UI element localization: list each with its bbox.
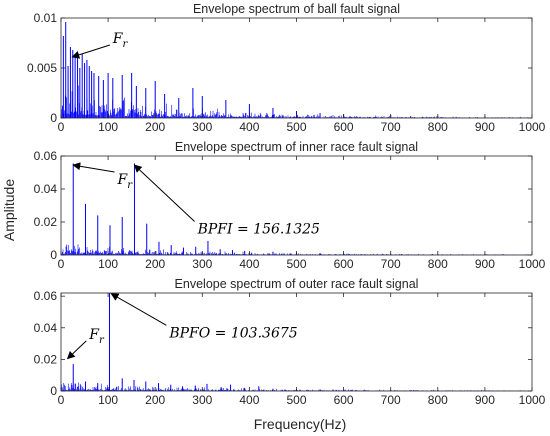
annotation-label: Fr [88, 327, 105, 346]
x-tick-label: 1000 [519, 393, 546, 407]
x-tick-label: 700 [381, 257, 401, 271]
x-tick-label: 1000 [519, 257, 546, 271]
x-tick-label: 200 [145, 257, 165, 271]
y-tick-label: 0 [50, 111, 57, 125]
chart-panel-2: Envelope spectrum of inner race fault si… [34, 140, 546, 271]
x-tick-label: 0 [58, 120, 65, 134]
annotation-arrow [72, 162, 115, 173]
chart-title: Envelope spectrum of inner race fault si… [175, 140, 418, 154]
x-tick-label: 300 [192, 120, 212, 134]
x-tick-label: 100 [98, 120, 118, 134]
x-tick-label: 900 [475, 257, 495, 271]
annotation-subscript: r [127, 180, 133, 191]
axes-box [60, 292, 533, 392]
x-tick-label: 700 [381, 393, 401, 407]
x-tick-label: 700 [381, 120, 401, 134]
y-axis-label: Amplitude [1, 179, 17, 241]
chart-panel-1: Envelope spectrum of ball fault signal 0 1… [27, 2, 546, 134]
x-tick-label: 100 [98, 257, 118, 271]
annotation-arrow [110, 293, 167, 326]
x-tick-label: 400 [239, 393, 259, 407]
y-tick-label: 0.06 [34, 289, 58, 303]
x-tick-label: 400 [239, 120, 259, 134]
x-tick-label: 200 [145, 393, 165, 407]
x-tick-label: 400 [239, 257, 259, 271]
y-tick-label: 0.02 [34, 215, 58, 229]
y-tick-label: 0.06 [34, 149, 58, 163]
annotation-subscript: r [123, 39, 129, 50]
x-tick-label: 600 [334, 393, 354, 407]
x-tick-label: 600 [334, 120, 354, 134]
y-tick-label: 0.02 [34, 352, 58, 366]
annotation-arrow [66, 340, 87, 360]
chart-title: Envelope spectrum of outer race fault si… [175, 277, 419, 291]
x-tick-label: 900 [475, 120, 495, 134]
annotation-label: Fr [117, 172, 134, 191]
x-tick-label: 800 [428, 393, 448, 407]
x-tick-label: 800 [428, 120, 448, 134]
x-tick-label: 1000 [519, 120, 546, 134]
annotation-arrow [71, 44, 110, 59]
annotation-label: BPFI = 156.1325 [197, 222, 320, 238]
x-tick-label: 0 [58, 257, 65, 271]
annotation-label: Fr [112, 31, 129, 50]
x-tick-label: 300 [192, 393, 212, 407]
y-tick-label: 0 [50, 248, 57, 262]
annotation-arrow [133, 164, 195, 222]
x-tick-label: 300 [192, 257, 212, 271]
y-tick-label: 0.005 [27, 61, 57, 75]
x-axis-label: Frequency(Hz) [254, 416, 347, 432]
x-tick-label: 100 [98, 393, 118, 407]
y-tick-label: 0 [50, 384, 57, 398]
x-tick-label: 800 [428, 257, 448, 271]
x-tick-label: 500 [286, 257, 306, 271]
y-tick-label: 0.04 [34, 321, 58, 335]
x-tick-label: 500 [286, 393, 306, 407]
annotation-subscript: r [99, 335, 105, 346]
annotation-label: BPFO = 103.3675 [168, 325, 297, 341]
x-tick-label: 0 [58, 393, 65, 407]
chart-title: Envelope spectrum of ball fault signal [193, 2, 400, 16]
y-tick-label: 0.04 [34, 182, 58, 196]
chart-panel-3: Envelope spectrum of outer race fault si… [34, 277, 546, 407]
x-tick-label: 600 [334, 257, 354, 271]
x-tick-label: 900 [475, 393, 495, 407]
x-tick-label: 200 [145, 120, 165, 134]
y-tick-label: 0.01 [34, 11, 58, 25]
x-tick-label: 500 [286, 120, 306, 134]
axes-box [60, 155, 533, 256]
